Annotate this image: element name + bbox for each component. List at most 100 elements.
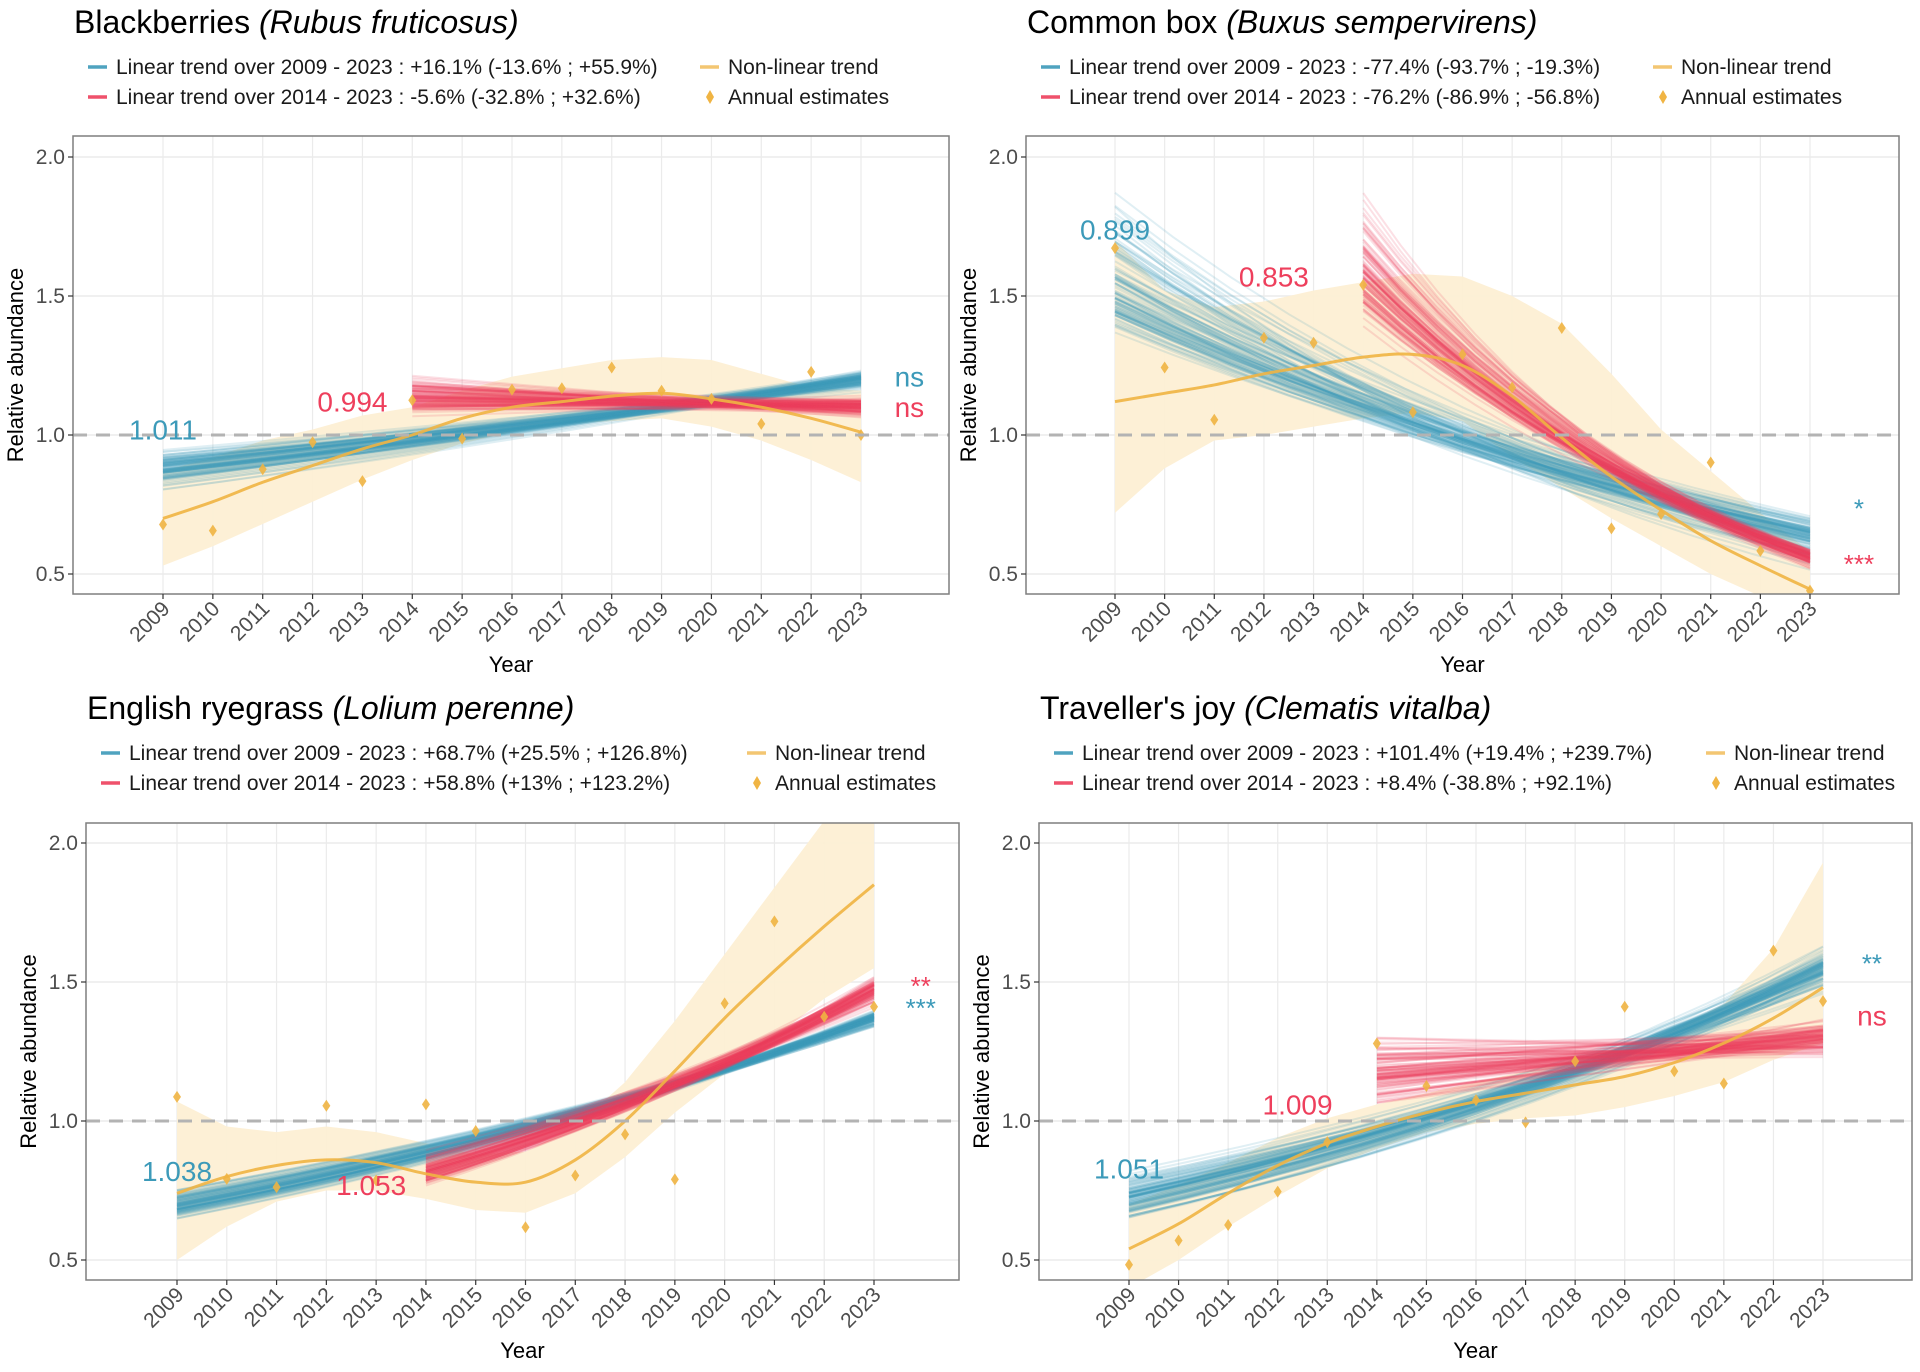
trend-sample-line (1376, 1025, 1824, 1081)
trend-sample-line (162, 382, 862, 474)
annual-estimate-point (272, 1181, 281, 1194)
annual-estimates (173, 915, 878, 1234)
trend-sample-line (176, 1018, 875, 1206)
annual-estimate-point (1125, 1258, 1133, 1271)
trend-sample-line (1114, 252, 1811, 557)
legend-item-linear-full: Linear trend over 2009 - 2023 : +101.4% … (1054, 742, 1652, 765)
trend-sample-line (162, 378, 862, 471)
trend-sample-line (162, 381, 862, 470)
trend-sample-line (425, 1000, 875, 1161)
trend-sample-line (162, 377, 862, 487)
plot-area: 1.038 1.053 ***** (85, 822, 960, 1281)
trend-sample-line (162, 376, 862, 473)
y-tick-label: 1.0 (36, 424, 65, 447)
trend-sample-line (1362, 301, 1811, 561)
trend-sample-line (176, 1016, 875, 1208)
trend-sample-line (162, 374, 862, 474)
trend-sample-line (1376, 1031, 1824, 1080)
trend-sample-line (1376, 1049, 1824, 1066)
trend-sample-line (162, 376, 862, 478)
trend-sample-line (412, 399, 862, 412)
trend-sample-line (1376, 1036, 1824, 1088)
trend-sample-line (176, 1018, 875, 1211)
annual-estimate-point (322, 1099, 331, 1112)
linear-full-value-label: 0.899 (1080, 214, 1150, 245)
trend-sample-line (1362, 271, 1811, 554)
trend-sample-line (1114, 240, 1811, 549)
trend-sample-line (412, 402, 862, 408)
x-tick-label: 2016 (1425, 597, 1474, 646)
annual-estimate-point (1508, 381, 1517, 394)
chart-title-common: Blackberries (74, 4, 259, 40)
trend-sample-line (1362, 271, 1811, 559)
trend-sample-line (1114, 267, 1811, 543)
trend-sample-line (412, 396, 862, 408)
trend-sample-line (1114, 305, 1811, 533)
trend-sample-line (1376, 1042, 1824, 1079)
trend-sample-line (1128, 969, 1824, 1183)
trend-sample-line (162, 381, 862, 464)
trend-sample-line (1114, 326, 1811, 538)
y-tick-label: 2.0 (1002, 832, 1031, 855)
chart-title-latin: (Clematis vitalba) (1244, 690, 1491, 726)
trend-sample-line (1376, 1046, 1824, 1056)
plot-border (72, 135, 950, 595)
trend-sample-line (162, 377, 862, 466)
significance-full-label: ns (895, 362, 925, 393)
significance-full-label: * (1854, 493, 1864, 523)
trend-sample-line (412, 400, 862, 408)
y-axis: 0.5 1.0 1.5 2.0 Relative abundance (16, 832, 86, 1272)
x-tick-label: 2019 (1587, 1283, 1636, 1332)
trend-sample-line (1376, 1039, 1824, 1087)
trend-sample-line (412, 392, 862, 411)
trend-sample-line (1114, 314, 1811, 535)
x-tick-label: 2012 (275, 597, 324, 646)
x-tick-label: 2012 (1226, 597, 1275, 646)
trend-sample-line (176, 1020, 875, 1205)
trend-sample-line (1376, 1035, 1824, 1085)
trend-sample-line (1114, 282, 1811, 529)
trend-sample-line (162, 374, 862, 479)
trend-sample-line (176, 1016, 875, 1203)
trend-sample-line (1362, 308, 1811, 556)
annual-estimate-point (1806, 584, 1814, 594)
trend-sample-line (176, 1014, 875, 1215)
trend-sample-line (1362, 271, 1811, 556)
trend-sample-line (162, 377, 862, 467)
x-tick-label: 2017 (524, 597, 573, 646)
trend-sample-line (425, 988, 875, 1173)
trend-sample-line (176, 1022, 875, 1199)
trend-sample-line (1376, 1034, 1824, 1046)
trend-sample-line (412, 394, 862, 414)
trend-sample-line (176, 1015, 875, 1211)
trend-sample-line (162, 383, 862, 467)
trend-sample-line (1376, 1041, 1824, 1048)
trend-sample-line (425, 996, 875, 1170)
trend-sample-line (425, 994, 875, 1178)
trend-sample-line (176, 1010, 875, 1214)
trend-sample-line (1376, 1033, 1824, 1057)
trend-sample-line (412, 391, 862, 402)
legend-label: Linear trend over 2009 - 2023 : +16.1% (… (116, 56, 658, 79)
annual-estimate-point (159, 518, 167, 531)
trend-sample-line (412, 390, 862, 414)
trend-sample-line (1362, 268, 1811, 557)
trend-sample-line (1114, 297, 1811, 534)
trend-sample-line (176, 1013, 875, 1208)
trend-sample-line (1362, 222, 1811, 569)
trend-sample-line (412, 398, 862, 409)
trend-sample-line (1376, 1040, 1824, 1051)
trend-sample-line (1128, 961, 1824, 1211)
trend-sample-line (162, 377, 862, 462)
annual-estimate-point (1224, 1218, 1233, 1231)
trend-sample-line (1114, 314, 1811, 532)
trend-sample-line (1362, 276, 1811, 554)
annual-estimate-point (421, 1098, 430, 1111)
trend-sample-line (412, 385, 862, 410)
y-tick-label: 0.5 (36, 563, 65, 586)
trend-sample-line (176, 1016, 875, 1207)
trend-sample-line (1376, 1028, 1824, 1097)
trend-sample-line (1362, 248, 1811, 552)
trend-sample-line (412, 402, 862, 408)
trend-sample-line (412, 392, 862, 409)
